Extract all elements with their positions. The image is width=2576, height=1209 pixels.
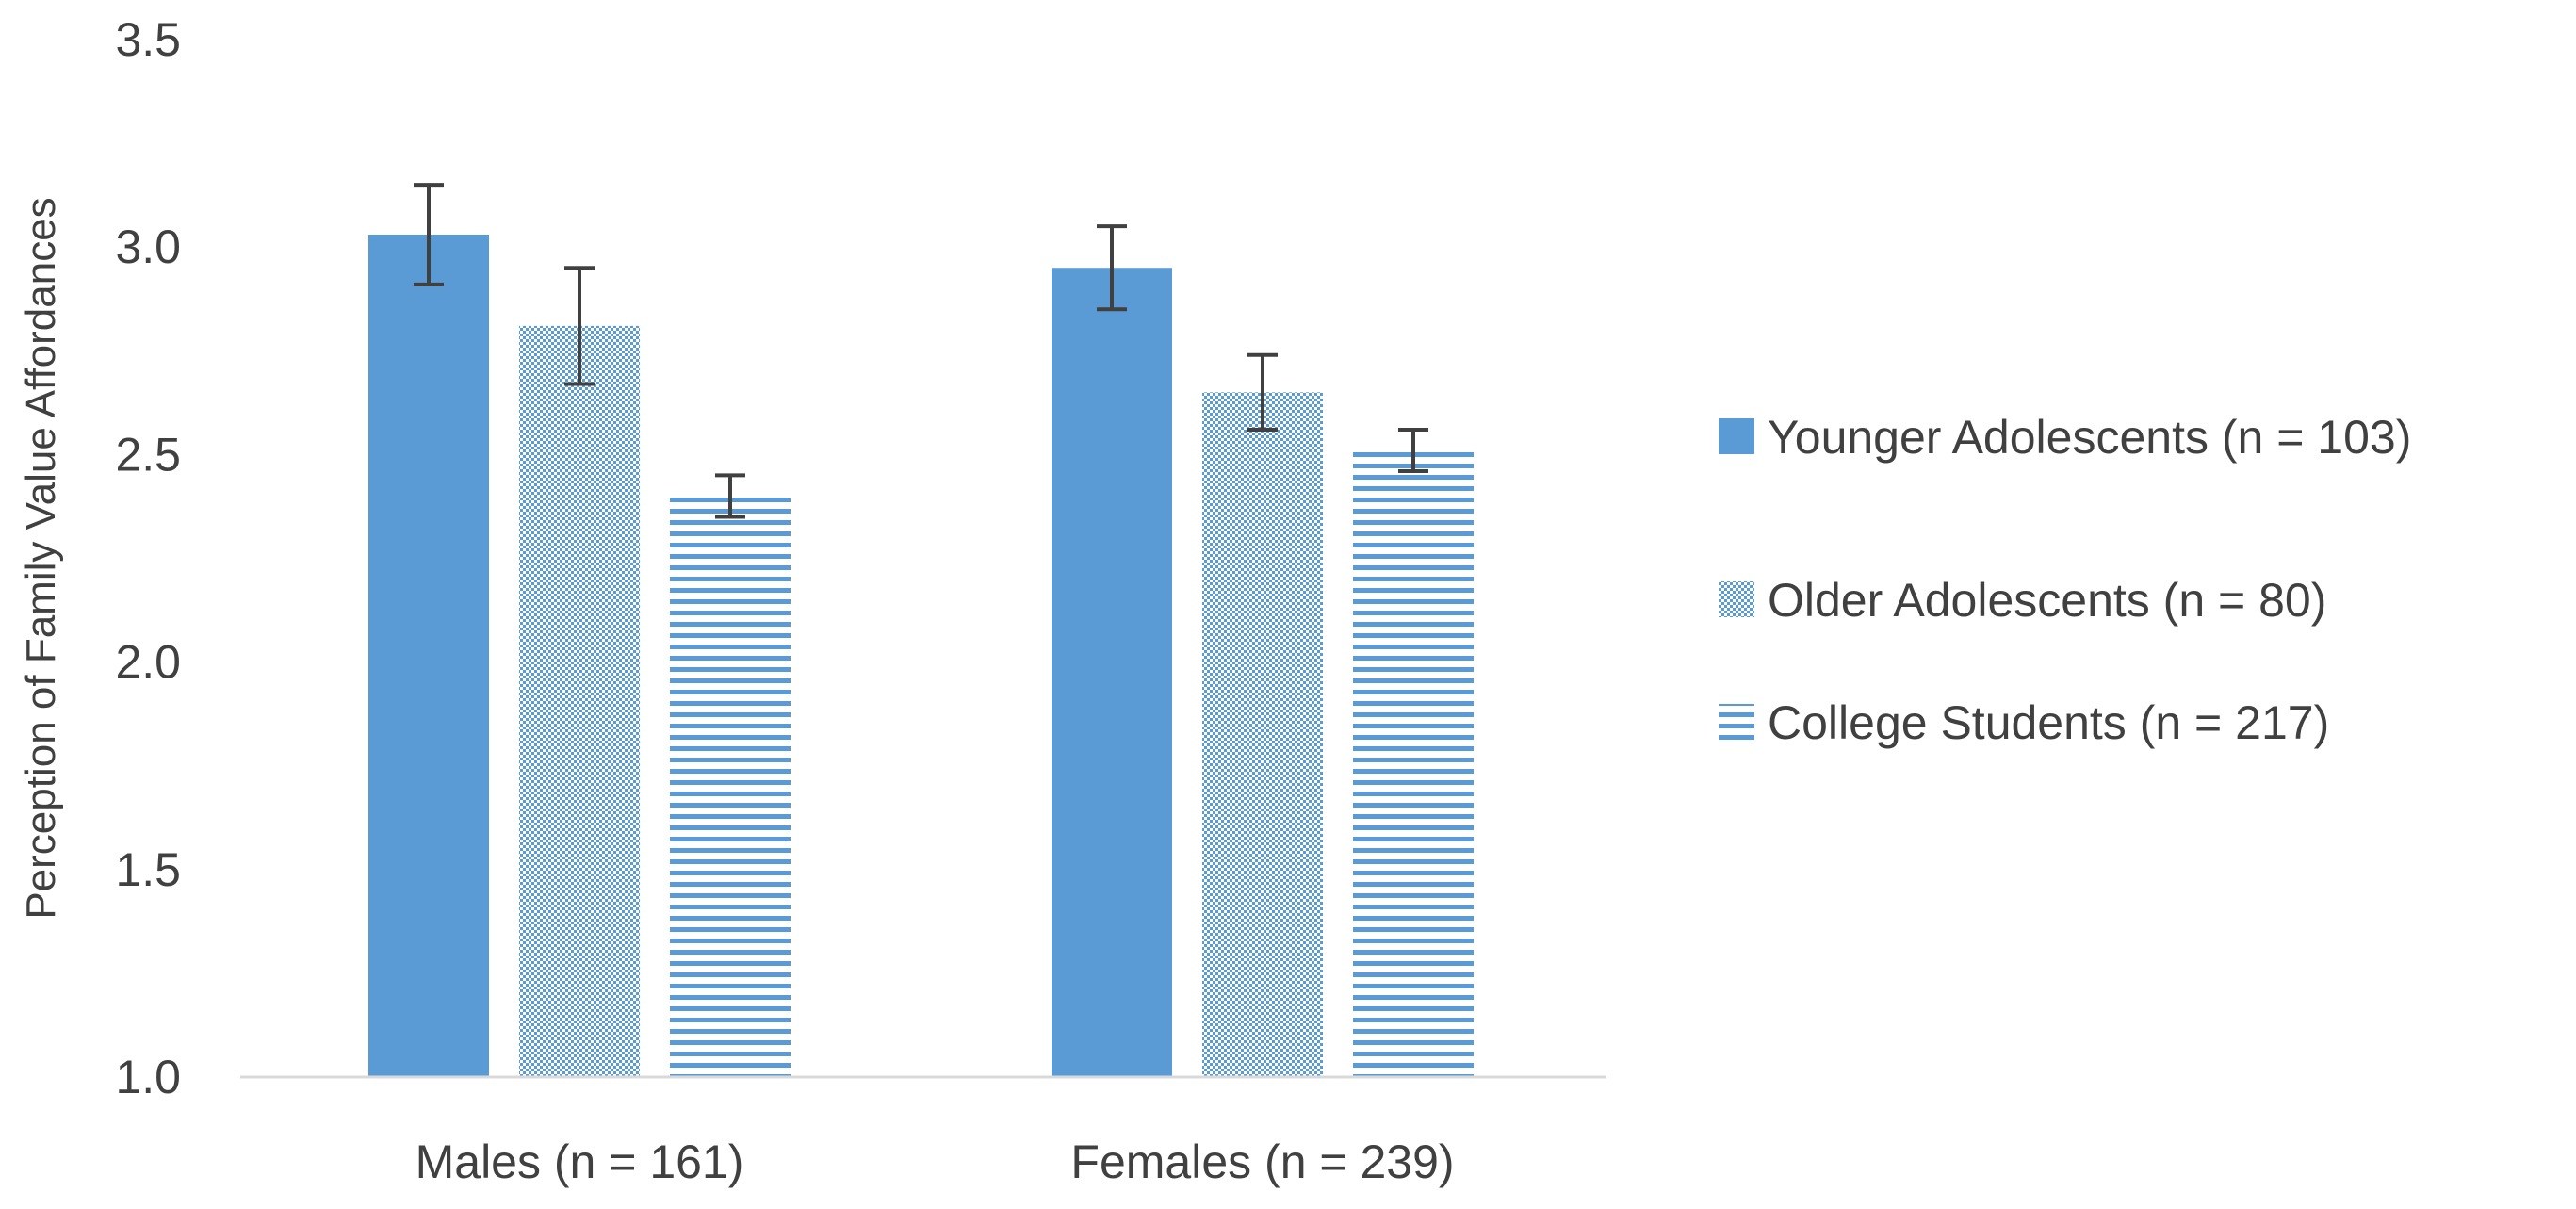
error-bar [1398,427,1428,474]
legend-item: Older Adolescents (n = 80) [1719,574,2326,627]
bar [368,234,489,1077]
y-tick-label: 3.5 [115,13,181,66]
y-tick-label: 1.0 [115,1051,181,1103]
legend-swatch [1719,581,1754,617]
error-bar [1247,352,1278,432]
legend-label: College Students (n = 217) [1768,696,2329,749]
legend-item: College Students (n = 217) [1719,696,2329,749]
legend-item: Younger Adolescents (n = 103) [1719,411,2411,464]
error-bar [715,473,745,519]
y-tick-label: 3.0 [115,221,181,273]
bar [519,325,640,1078]
y-tick-label: 2.5 [115,428,181,481]
legend-swatch [1719,704,1754,740]
x-category-label: Females (n = 239) [1070,1135,1454,1188]
x-category-label: Males (n = 161) [416,1135,744,1188]
y-tick-label: 1.5 [115,843,181,896]
y-tick-label: 2.0 [115,636,181,689]
legend-swatch [1719,418,1754,454]
bar [1353,449,1474,1078]
error-bar [1097,224,1127,312]
error-bar [564,266,595,386]
bar [1052,268,1172,1078]
bar [1202,392,1323,1078]
legend-label: Younger Adolescents (n = 103) [1768,411,2411,464]
y-axis-title: Perception of Family Value Affordances [18,197,64,919]
legend-label: Older Adolescents (n = 80) [1768,574,2326,627]
bar [670,496,791,1077]
error-bar [414,183,444,286]
